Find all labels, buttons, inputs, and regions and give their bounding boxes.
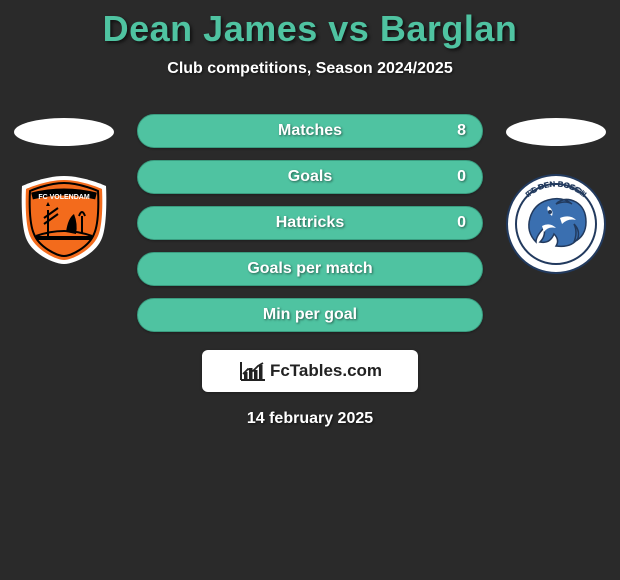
left-player-placeholder — [14, 118, 114, 146]
stats-column: Matches 8 Goals 0 Hattricks 0 Goals per … — [137, 114, 483, 332]
date-line: 14 february 2025 — [0, 410, 620, 428]
stat-value: 0 — [457, 214, 466, 232]
stat-label: Goals per match — [247, 260, 372, 278]
club-crest-volendam: FC VOLENDAM — [14, 174, 114, 266]
club-crest-denbosch: FC DEN BOSCH FC DEN BOSCH — [506, 174, 606, 274]
right-player-placeholder — [506, 118, 606, 146]
stat-label: Matches — [278, 122, 342, 140]
content-row: FC VOLENDAM Matches 8 Goals 0 — [0, 114, 620, 332]
right-player-col: FC DEN BOSCH FC DEN BOSCH — [501, 114, 611, 274]
stat-goals: Goals 0 — [137, 160, 483, 194]
stat-label: Goals — [288, 168, 332, 186]
stat-label: Min per goal — [263, 306, 357, 324]
page-title: Dean James vs Barglan — [0, 8, 620, 50]
stat-goals-per-match: Goals per match — [137, 252, 483, 286]
stat-matches: Matches 8 — [137, 114, 483, 148]
stat-hattricks: Hattricks 0 — [137, 206, 483, 240]
stat-min-per-goal: Min per goal — [137, 298, 483, 332]
stat-value: 0 — [457, 168, 466, 186]
comparison-card: Dean James vs Barglan Club competitions,… — [0, 0, 620, 428]
brand-text: FcTables.com — [270, 361, 382, 381]
stat-label: Hattricks — [276, 214, 344, 232]
subtitle: Club competitions, Season 2024/2025 — [0, 60, 620, 78]
brand-chart-icon — [238, 360, 266, 382]
svg-text:FC VOLENDAM: FC VOLENDAM — [38, 194, 90, 201]
brand-box[interactable]: FcTables.com — [202, 350, 418, 392]
left-player-col: FC VOLENDAM — [9, 114, 119, 266]
stat-value: 8 — [457, 122, 466, 140]
